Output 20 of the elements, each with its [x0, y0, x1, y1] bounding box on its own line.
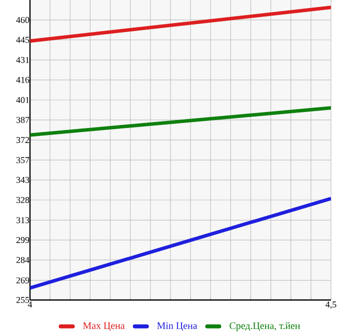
y-tick-label: 387: [16, 116, 30, 123]
y-tick-label: 416: [16, 76, 30, 83]
y-tick-label: 460: [16, 16, 30, 23]
y-tick-label: 328: [16, 196, 30, 204]
y-tick-label: 313: [16, 217, 30, 224]
legend-label: Min Цена: [157, 322, 198, 332]
y-tick-label: 255: [16, 296, 30, 304]
y-tick-label: 431: [16, 56, 29, 63]
y-tick-label: 401: [16, 96, 29, 104]
x-tick-label: 4,5: [326, 302, 336, 309]
y-tick-label: 299: [16, 237, 30, 244]
y-tick-label: 372: [16, 137, 29, 144]
y-tick-label: 343: [16, 176, 30, 183]
y-tick-label: 269: [16, 277, 30, 284]
legend-label: Сред.Цена, т.йен: [230, 322, 300, 332]
y-tick-label: 445: [16, 36, 30, 43]
y-tick-label: 284: [16, 256, 30, 264]
y-tick-label: 357: [16, 157, 30, 164]
x-tick-label: 4: [28, 302, 32, 308]
legend-label: Max Цена: [83, 322, 125, 331]
